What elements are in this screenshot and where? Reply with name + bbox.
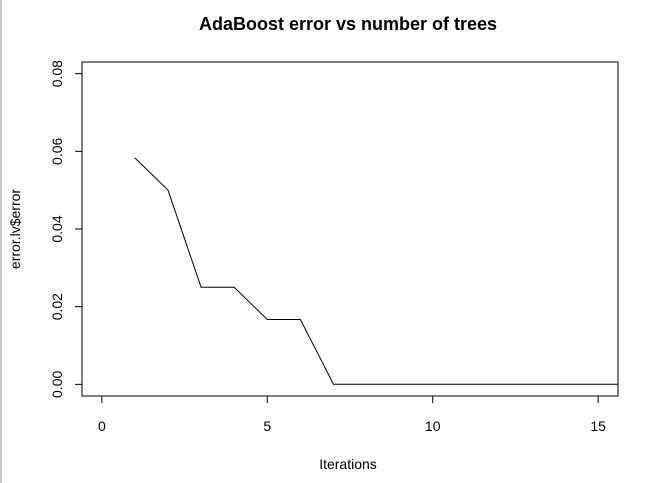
y-tick-label: 0.00: [49, 371, 65, 398]
y-axis: 0.00 0.02 0.04 0.06 0.08: [49, 60, 83, 398]
x-axis: 0 5 10 15: [98, 395, 606, 434]
series-group: [134, 157, 618, 385]
chart-title: AdaBoost error vs number of trees: [199, 14, 497, 34]
y-tick-label: 0.08: [49, 60, 65, 87]
y-axis-label: error.lv$error: [7, 189, 23, 269]
window-edge: [0, 0, 2, 483]
x-tick-label: 15: [590, 418, 606, 434]
y-tick-label: 0.02: [49, 293, 65, 320]
series-line: [134, 157, 618, 385]
y-tick-label: 0.06: [49, 137, 65, 164]
x-tick-label: 10: [425, 418, 441, 434]
plot-frame: [81, 61, 619, 397]
y-tick-label: 0.04: [49, 215, 65, 242]
x-axis-label: Iterations: [319, 456, 377, 472]
x-tick-label: 5: [263, 418, 271, 434]
x-tick-label: 0: [98, 418, 106, 434]
